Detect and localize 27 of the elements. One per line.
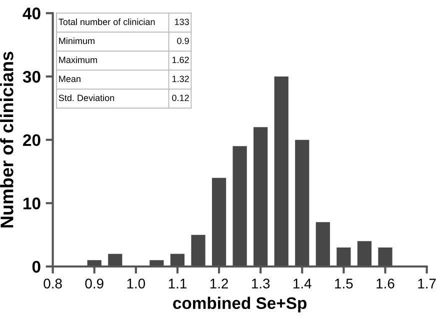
x-tick-label: 1.0 xyxy=(127,278,146,288)
x-tick-label: 1.7 xyxy=(418,278,436,288)
annotation: Total number of clinician xyxy=(58,18,155,26)
x-tick-label: 1.2 xyxy=(210,278,228,288)
y-tick-label: 10 xyxy=(24,198,40,210)
annotation: Std. Deviation xyxy=(58,94,114,102)
annotation: Minimum xyxy=(59,37,94,44)
x-tick-label: 0.9 xyxy=(85,278,104,288)
annotation: 133 xyxy=(174,18,189,26)
x-axis-title: combined Se+Sp xyxy=(173,296,306,312)
x-tick-label: 0.8 xyxy=(44,278,62,288)
y-tick-label: 30 xyxy=(22,70,40,83)
y-axis-title: Number of clinicians xyxy=(0,52,14,228)
x-tick-label: 1.6 xyxy=(376,278,394,288)
x-tick-label: 1.1 xyxy=(168,278,186,288)
x-tick-label: 1.3 xyxy=(252,278,270,288)
annotation: 0.12 xyxy=(172,94,189,102)
annotation: 0.9 xyxy=(177,38,189,44)
x-tick-label: 1.5 xyxy=(335,278,353,288)
annotation: 1.62 xyxy=(172,56,189,64)
annotation: 1.32 xyxy=(172,76,189,82)
annotation: Maximum xyxy=(59,56,97,64)
x-tick-label: 1.4 xyxy=(294,278,312,288)
y-tick-label: 20 xyxy=(23,134,40,146)
y-tick-label: 0 xyxy=(32,260,40,273)
annotation: Mean xyxy=(59,76,80,82)
y-tick-label: 40 xyxy=(22,8,40,20)
